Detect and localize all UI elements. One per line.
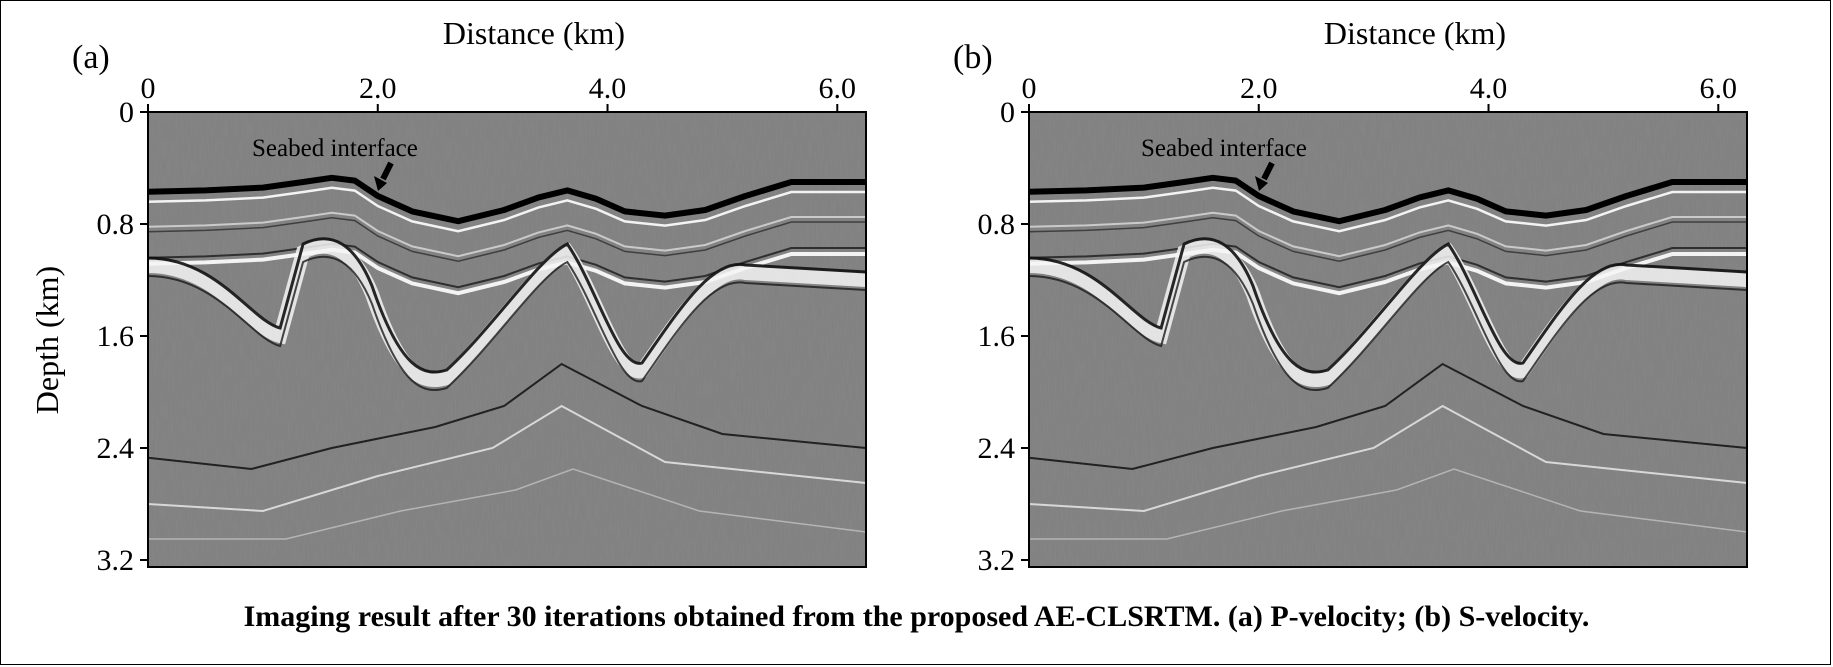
reflector-band [147,186,866,233]
panel-label-a: (a) [72,39,110,76]
y-tick-label: 3.2 [978,544,1016,577]
y-ticks-b: 0 0.8 1.6 2.4 3.2 [978,96,1029,577]
deep-reflector [1029,468,1748,540]
x-tick-label: 0 [1022,72,1037,105]
y-tick-label: 3.2 [97,544,135,577]
reflector-body-edge [1028,237,1748,374]
panel-a: (a) Distance (km) Depth (km) 0 2.0 4.0 6.0 … [29,15,867,577]
deep-reflector [1028,404,1748,513]
y-tick-label: 0.8 [978,208,1016,241]
figure-caption: Imaging result after 30 iterations obtai… [243,600,1590,633]
reflector-body-edge [147,255,867,392]
y-tick-label: 1.6 [97,320,135,353]
reflector-body [147,239,867,388]
y-tick-label: 0 [1000,96,1015,129]
x-tick-label: 0 [141,72,156,105]
seabed-annotation-b: Seabed interface [1141,135,1307,162]
reflector-band [147,211,866,258]
x-ticks-a: 0 2.0 4.0 6.0 [141,72,857,112]
image-texture [148,112,866,567]
y-tick-label: 0 [119,96,134,129]
x-axis-title-a: Distance (km) [443,15,625,51]
plot-frame [147,111,867,568]
y-tick-label: 2.4 [978,432,1016,465]
reflector-band [1028,211,1747,258]
arrow-icon [1255,161,1275,191]
y-tick-label: 1.6 [978,320,1016,353]
x-ticks-b: 0 2.0 4.0 6.0 [1022,72,1738,112]
deep-reflector [147,362,867,471]
x-tick-label: 6.0 [819,72,857,105]
deep-reflector [1028,362,1748,471]
y-axis-title-a: Depth (km) [29,266,65,414]
seabed-annotation-a: Seabed interface [252,135,418,162]
panel-b: (b) Distance (km) 0 2.0 4.0 6.0 0 0.8 1.6 2.4 3… [953,15,1748,577]
x-tick-label: 2.0 [1240,72,1278,105]
x-axis-title-b: Distance (km) [1324,15,1506,51]
deep-reflector [147,404,867,513]
x-tick-label: 4.0 [1470,72,1508,105]
arrow-icon [374,161,394,191]
y-ticks-a: 0 0.8 1.6 2.4 3.2 [97,96,148,577]
seismic-image-b [1028,111,1748,568]
panel-label-b: (b) [953,39,993,76]
seismic-image-a [147,111,867,568]
reflector-body-edge [147,237,867,374]
x-tick-label: 4.0 [589,72,627,105]
reflector-body-edge [1028,255,1748,392]
reflector-body [1028,239,1748,388]
x-tick-label: 2.0 [359,72,397,105]
seabed-interface-line [1028,174,1747,225]
seabed-interface-line [147,174,866,225]
image-texture [1029,112,1747,567]
deep-reflector [148,468,867,540]
y-tick-label: 2.4 [97,432,135,465]
plot-frame [1028,111,1748,568]
reflector-band [1028,186,1747,233]
x-tick-label: 6.0 [1700,72,1738,105]
reflector-band [1028,217,1747,262]
y-tick-label: 0.8 [97,208,135,241]
reflector-band [147,217,866,262]
figure-canvas: (a) Distance (km) Depth (km) 0 2.0 4.0 6.0 … [29,15,1748,577]
